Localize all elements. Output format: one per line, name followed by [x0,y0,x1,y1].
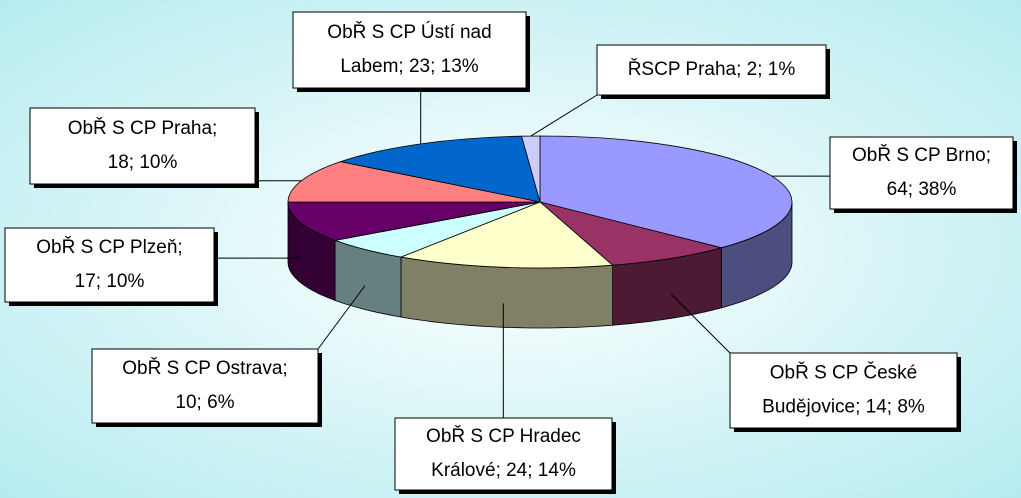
slice [539,201,723,266]
label-box [596,44,827,96]
data-label: ObŘ S CP Brno; [852,144,991,166]
slice [287,201,541,241]
data-label: 10; 6% [175,392,234,413]
label-box [394,417,613,491]
data-label: ObŘ S CP Plzeň; [36,236,182,258]
data-label: ObŘ S CP Ústí nad [327,21,491,43]
slice [339,135,541,203]
data-label: ObŘ S CP Hradec [426,425,581,447]
data-label: Labem; 23; 13% [340,56,478,77]
data-label: Králové; 24; 14% [431,460,576,481]
label-box [91,348,319,424]
data-label: 17; 10% [75,271,145,292]
label-box [292,11,527,89]
data-label: ObŘ S CP České [770,362,917,384]
pie [287,135,793,329]
data-label: ŘSCP Praha; 2; 1% [628,58,796,80]
leader-line [530,94,598,137]
labels: ObŘ S CP Brno; 64; 38% ObŘ S CP České Buděj… [4,11,1017,494]
label-box [29,107,256,185]
data-label: 64; 38% [887,179,957,200]
slice [521,135,541,203]
slice [287,161,541,203]
slice [539,135,793,249]
label-box [829,136,1014,210]
data-label: ObŘ S CP Ostrava; [122,357,287,379]
label-box [729,352,958,429]
leader-line [670,293,731,354]
label-box [4,227,215,303]
data-label: 18; 10% [108,152,178,173]
leader-line [317,285,366,350]
data-label: Budějovice; 14; 8% [762,397,925,418]
slice [399,201,614,269]
data-label: ObŘ S CP Praha; [68,117,218,139]
